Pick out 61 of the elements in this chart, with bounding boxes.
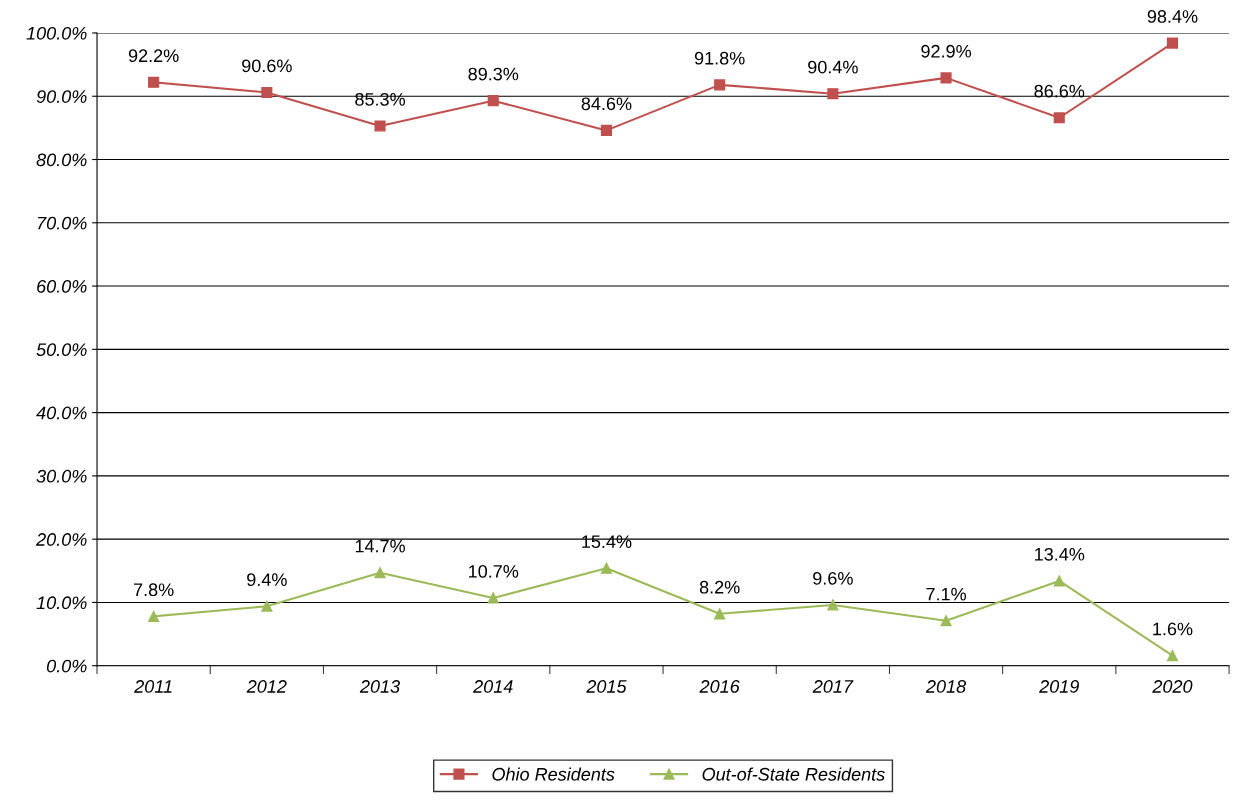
- data-label: 86.6%: [1034, 84, 1085, 98]
- data-label: 14.7%: [355, 539, 405, 553]
- data-label: 7.1%: [926, 587, 966, 601]
- x-tick-label: 2012: [246, 680, 287, 693]
- x-tick-label: 2013: [359, 680, 400, 693]
- y-tick-label: 50.0%: [36, 343, 87, 357]
- x-tick-label: 2020: [1152, 680, 1193, 693]
- data-label: 13.4%: [1035, 547, 1085, 561]
- legend-label: Ohio Residents: [492, 767, 615, 781]
- point: [940, 72, 952, 84]
- x-tick-label: 2016: [699, 680, 740, 693]
- data-label: 8.2%: [699, 580, 740, 594]
- y-tick-label: 30.0%: [36, 469, 87, 483]
- point: [827, 88, 839, 100]
- data-label: 1.6%: [1153, 622, 1193, 636]
- data-label: 90.4%: [808, 60, 858, 74]
- point: [600, 562, 613, 574]
- legend-label: Out-of-State Residents: [702, 767, 885, 781]
- x-tick-label: 2017: [812, 680, 854, 693]
- y-tick-label: 70.0%: [37, 216, 87, 230]
- x-tick-label: 2019: [1039, 680, 1079, 693]
- point: [1166, 37, 1179, 49]
- point: [374, 567, 386, 579]
- data-label: 98.4%: [1147, 10, 1198, 23]
- data-label: 9.4%: [247, 573, 287, 586]
- point: [487, 592, 499, 604]
- point: [374, 120, 386, 132]
- x-tick-label: 2014: [473, 680, 513, 693]
- point: [148, 610, 160, 622]
- point: [261, 86, 273, 98]
- point: [940, 615, 952, 627]
- y-tick-label: 100.0%: [26, 26, 87, 40]
- point: [827, 599, 839, 611]
- data-label: 10.7%: [469, 564, 519, 578]
- point: [261, 600, 273, 612]
- data-label: 89.3%: [468, 67, 519, 81]
- point: [714, 608, 726, 620]
- data-label: 7.8%: [133, 583, 174, 597]
- y-tick-label: 60.0%: [37, 280, 87, 293]
- x-tick-label: 2018: [925, 680, 967, 693]
- point: [148, 76, 160, 88]
- y-tick-label: 10.0%: [36, 596, 87, 610]
- point: [1053, 575, 1065, 587]
- point: [1166, 650, 1179, 662]
- data-label: 9.6%: [813, 571, 853, 585]
- data-label: 92.2%: [128, 49, 179, 63]
- point: [1053, 112, 1065, 124]
- y-tick-label: 0.0%: [46, 659, 87, 673]
- y-tick-label: 40.0%: [36, 406, 87, 420]
- point: [487, 95, 499, 107]
- y-tick-label: 20.0%: [36, 533, 87, 546]
- y-tick-label: 90.0%: [36, 90, 87, 103]
- x-tick-label: 2015: [586, 680, 627, 693]
- y-tick-label: 80.0%: [36, 153, 87, 167]
- data-label: 90.6%: [242, 59, 292, 73]
- data-label: 92.9%: [921, 44, 972, 58]
- data-label: 91.8%: [694, 51, 745, 65]
- point: [600, 124, 613, 136]
- point: [714, 79, 726, 91]
- x-tick-label: 2011: [134, 680, 172, 693]
- data-label: 84.6%: [581, 97, 632, 111]
